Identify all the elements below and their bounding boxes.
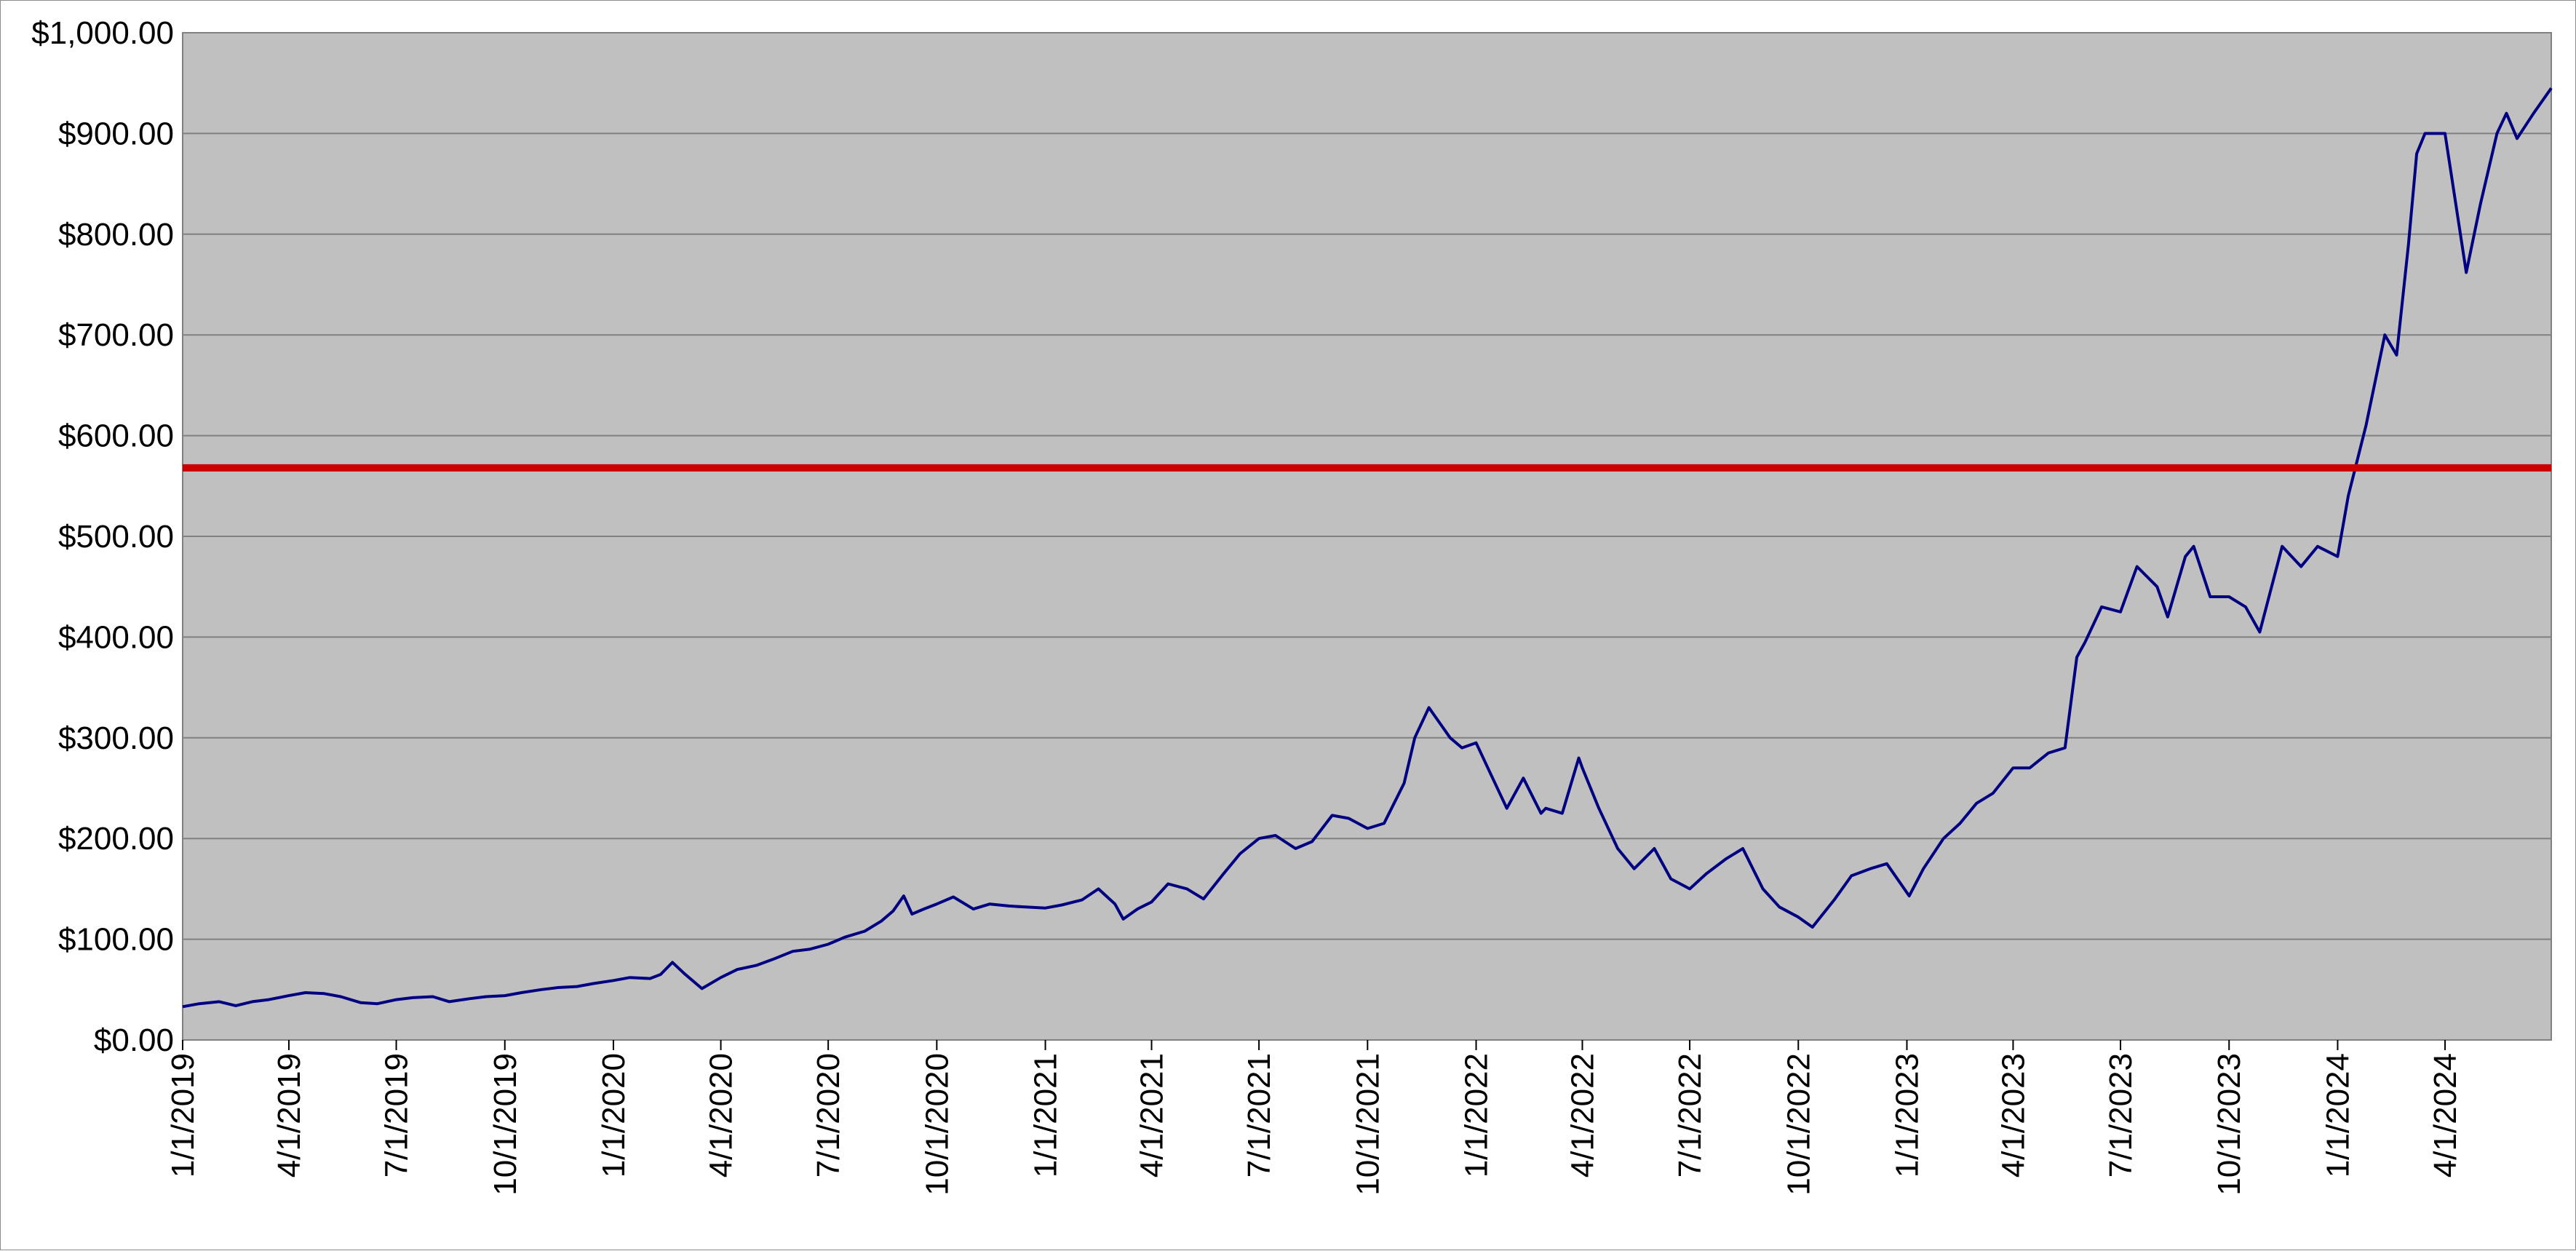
y-tick-label: $400.00 <box>58 619 174 655</box>
series-line <box>182 87 2553 1009</box>
x-tick-marks <box>182 1040 2446 1050</box>
x-tick-label: 7/1/2020 <box>811 1053 846 1177</box>
y-tick-label: $1,000.00 <box>31 15 174 51</box>
y-tick-label: $200.00 <box>58 821 174 857</box>
x-tick-label: 1/1/2021 <box>1028 1053 1064 1177</box>
y-tick-label: $600.00 <box>58 418 174 454</box>
x-tick-label: 4/1/2024 <box>2428 1053 2463 1177</box>
x-tick-label: 4/1/2020 <box>704 1053 739 1177</box>
x-tick-label: 10/1/2019 <box>488 1053 523 1196</box>
y-tick-label: $700.00 <box>58 317 174 353</box>
x-tick-label: 4/1/2021 <box>1134 1053 1170 1177</box>
x-tick-label: 4/1/2023 <box>1995 1053 2031 1177</box>
grid-lines <box>183 132 2551 940</box>
y-tick-label: $300.00 <box>58 720 174 756</box>
x-tick-label: 10/1/2021 <box>1350 1053 1386 1196</box>
y-axis-labels: $0.00 $100.00 $200.00 $300.00 $400.00 $500.00… <box>31 15 174 1058</box>
y-tick-label: $800.00 <box>58 217 174 253</box>
x-axis-labels: 1/1/2019 4/1/2019 7/1/2019 10/1/2019 1/1/202… <box>165 1053 2463 1196</box>
x-tick-label: 10/1/2020 <box>919 1053 955 1196</box>
x-tick-label: 7/1/2022 <box>1672 1053 1708 1177</box>
y-tick-label: $900.00 <box>58 116 174 151</box>
x-tick-label: 4/1/2019 <box>271 1053 307 1177</box>
x-tick-label: 10/1/2022 <box>1781 1053 1816 1196</box>
x-tick-label: 7/1/2019 <box>379 1053 415 1177</box>
x-tick-label: 1/1/2024 <box>2320 1053 2356 1177</box>
x-tick-label: 1/1/2020 <box>596 1053 632 1177</box>
y-tick-label: $0.00 <box>94 1022 174 1058</box>
x-tick-label: 7/1/2021 <box>1241 1053 1277 1177</box>
x-tick-label: 1/1/2019 <box>165 1053 201 1177</box>
y-tick-label: $100.00 <box>58 922 174 958</box>
x-tick-label: 7/1/2023 <box>2103 1053 2139 1177</box>
x-tick-label: 10/1/2023 <box>2211 1053 2247 1196</box>
y-tick-label: $500.00 <box>58 519 174 555</box>
x-tick-label: 4/1/2022 <box>1565 1053 1600 1177</box>
x-tick-label: 1/1/2022 <box>1459 1053 1495 1177</box>
x-tick-label: 1/1/2023 <box>1889 1053 1925 1177</box>
